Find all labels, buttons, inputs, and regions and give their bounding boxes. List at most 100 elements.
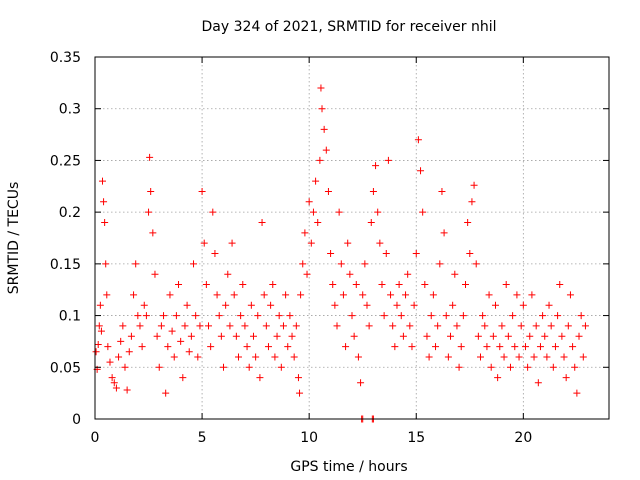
data-point (536, 343, 544, 351)
x-tick-label: 20 (514, 430, 532, 446)
data-point (121, 363, 129, 371)
data-point (391, 343, 399, 351)
data-point (573, 389, 581, 397)
data-point (98, 177, 106, 185)
data-point (558, 332, 566, 340)
data-point (213, 291, 221, 299)
data-point (423, 332, 431, 340)
data-point (142, 312, 150, 320)
data-point (436, 260, 444, 268)
data-point (271, 353, 279, 361)
data-point (252, 353, 260, 361)
data-point (382, 250, 390, 258)
x-axis-label: GPS time / hours (290, 459, 407, 475)
data-point (389, 322, 397, 330)
data-point (194, 353, 202, 361)
data-point (132, 260, 140, 268)
data-point (269, 281, 277, 289)
data-point (239, 281, 247, 289)
data-point (288, 332, 296, 340)
data-point (92, 348, 100, 356)
data-point (462, 281, 470, 289)
data-point (119, 322, 127, 330)
data-point (166, 291, 174, 299)
data-point (335, 208, 343, 216)
x-tick-label: 10 (300, 430, 318, 446)
data-point (277, 363, 285, 371)
data-point (324, 187, 332, 195)
data-point (162, 389, 170, 397)
data-point (380, 312, 388, 320)
data-point (327, 250, 335, 258)
data-point (468, 198, 476, 206)
data-point (393, 301, 401, 309)
data-point (528, 291, 536, 299)
data-point (179, 374, 187, 382)
data-point (282, 291, 290, 299)
x-tick-label: 15 (407, 430, 425, 446)
data-point (491, 301, 499, 309)
data-point (237, 312, 245, 320)
data-point (412, 250, 420, 258)
data-point (449, 301, 457, 309)
data-point (207, 343, 215, 351)
data-point (294, 374, 302, 382)
data-point (279, 322, 287, 330)
data-point (474, 332, 482, 340)
data-point (513, 291, 521, 299)
data-point (521, 343, 529, 351)
data-point (399, 332, 407, 340)
data-point (108, 374, 116, 382)
data-point (198, 187, 206, 195)
data-point (307, 239, 315, 247)
y-tick-label: 0.15 (50, 257, 81, 273)
data-point (183, 301, 191, 309)
data-point (434, 322, 442, 330)
data-point (190, 260, 198, 268)
data-point (575, 332, 583, 340)
data-point (363, 301, 371, 309)
data-point (234, 353, 242, 361)
data-point (215, 312, 223, 320)
data-point (106, 358, 114, 366)
y-tick-label: 0 (72, 412, 81, 428)
data-point (470, 181, 478, 189)
data-point (457, 343, 465, 351)
data-point (286, 312, 294, 320)
data-point (524, 363, 532, 371)
data-point (202, 281, 210, 289)
data-point (177, 337, 185, 345)
data-point (320, 125, 328, 133)
data-point (262, 322, 270, 330)
data-point (267, 301, 275, 309)
data-point (502, 281, 510, 289)
data-point (185, 348, 193, 356)
data-point (94, 341, 102, 349)
data-point (376, 239, 384, 247)
data-point (170, 353, 178, 361)
data-point (314, 218, 322, 226)
data-point (539, 312, 547, 320)
data-point (329, 281, 337, 289)
data-point (569, 343, 577, 351)
data-point (104, 343, 112, 351)
data-point (500, 353, 508, 361)
data-point (224, 270, 232, 278)
data-point (103, 291, 111, 299)
data-point (530, 353, 538, 361)
data-point (442, 312, 450, 320)
data-point (498, 322, 506, 330)
x-tick-label: 0 (91, 430, 100, 446)
data-point (479, 312, 487, 320)
data-point (453, 322, 461, 330)
data-point (217, 332, 225, 340)
data-point (562, 374, 570, 382)
data-point (477, 353, 484, 361)
data-point (205, 322, 213, 330)
data-point (127, 332, 135, 340)
data-point (303, 270, 311, 278)
data-point (100, 198, 108, 206)
data-point (123, 386, 131, 394)
data-point (509, 312, 517, 320)
data-point (220, 363, 227, 371)
